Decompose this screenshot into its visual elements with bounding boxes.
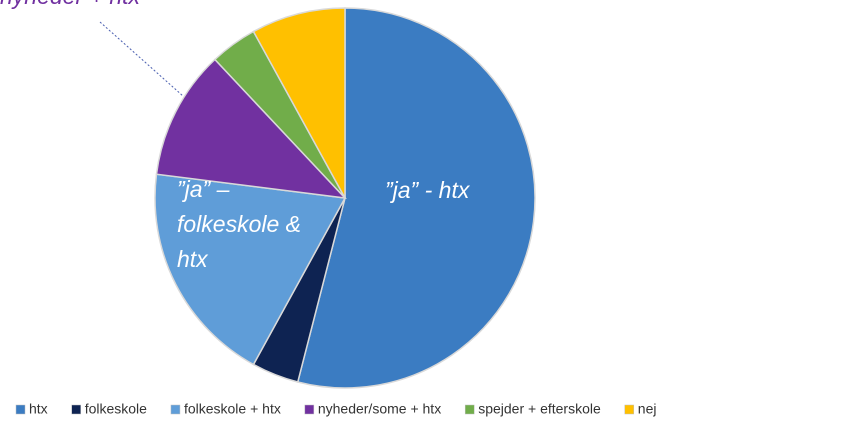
legend-swatch bbox=[15, 404, 26, 415]
legend-swatch bbox=[170, 404, 181, 415]
annotation: ”ja” - htx bbox=[385, 177, 471, 203]
legend-label: folkeskole bbox=[85, 401, 147, 417]
pie-slice bbox=[252, 7, 346, 199]
annotation: nyheder + htx bbox=[0, 0, 142, 9]
legend-label: htx bbox=[29, 401, 48, 417]
legend-label: nej bbox=[638, 401, 657, 417]
legend-swatch bbox=[624, 404, 635, 415]
pie-slice bbox=[296, 7, 536, 389]
annotation: htx bbox=[177, 246, 209, 272]
legend-label: spejder + efterskole bbox=[478, 401, 601, 417]
legend-label: folkeskole + htx bbox=[184, 401, 281, 417]
legend-swatch bbox=[464, 404, 475, 415]
pie bbox=[154, 7, 536, 389]
legend-label: nyheder/some + htx bbox=[318, 401, 441, 417]
annotation: ”ja” – bbox=[177, 176, 230, 202]
annotation: folkeskole & bbox=[177, 211, 301, 237]
leader-line bbox=[99, 21, 184, 97]
annotations: ”ja” - htx ”ja” – folkeskole & htx nyheder +… bbox=[0, 0, 471, 272]
legend-swatch bbox=[304, 404, 315, 415]
legend-swatch bbox=[71, 404, 81, 415]
legend: htx folkeskole folkeskole + htx nyheder/som… bbox=[15, 401, 657, 417]
pie-slice bbox=[155, 58, 347, 200]
pie-slice bbox=[154, 173, 347, 366]
